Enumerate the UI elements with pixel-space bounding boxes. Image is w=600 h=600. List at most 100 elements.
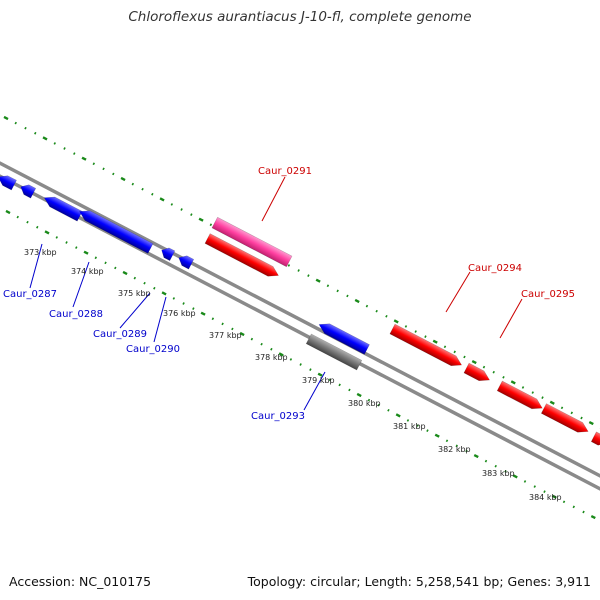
gene-label-reverse: Caur_0288 [49, 309, 103, 320]
position-label: 381 kbp [393, 422, 426, 431]
leader-line [72, 261, 90, 308]
inner-ring-tick [221, 322, 224, 326]
outer-ring-tick [120, 176, 126, 182]
gene-label-forward: Caur_0294 [468, 263, 522, 274]
inner-ring-tick [504, 469, 507, 473]
outer-ring-tick [141, 187, 144, 191]
outer-ring-tick [170, 203, 174, 206]
inner-ring-tick [406, 419, 410, 422]
inner-ring-tick [512, 474, 518, 479]
outer-ring-tick [209, 223, 213, 227]
outer-ring-tick [588, 420, 594, 426]
outer-ring-tick [198, 217, 204, 222]
gene-label-reverse: Caur_0290 [126, 344, 180, 355]
gene-arrow-reverse [43, 196, 83, 222]
label-leader-lines [29, 176, 523, 411]
outer-ring-tick [541, 396, 544, 399]
leader-line [261, 176, 286, 222]
outer-ring-tick [34, 131, 37, 135]
inner-ring-tick [367, 398, 371, 402]
outer-ring-tick [393, 319, 399, 324]
outer-ring-tick [73, 152, 76, 155]
position-label: 378 kbp [255, 353, 288, 362]
outer-ring-tick [510, 380, 516, 385]
inner-ring-tick [395, 413, 401, 418]
inner-ring-tick [551, 494, 557, 499]
feature-labels: 373 kbp 374 kbp 375 kbp 376 kbp 377 kbp 378 k… [3, 166, 575, 502]
gene-arrow-reverse [0, 175, 17, 191]
position-label: 373 kbp [24, 248, 57, 257]
inner-ring-tick [172, 297, 176, 300]
inner-ring-tick [445, 439, 449, 443]
inner-ring-tick [260, 342, 263, 346]
inner-ring-tick [143, 281, 146, 285]
inner-ring-tick [473, 453, 479, 459]
outer-ring-tick [443, 345, 447, 349]
outer-ring-tick [326, 284, 330, 288]
inner-ring-tick [65, 241, 68, 244]
inner-ring-tick [572, 505, 575, 509]
leader-line [499, 298, 523, 339]
outer-ring-tick [375, 309, 378, 313]
outer-ring-tick [531, 391, 534, 394]
inner-ring-tick [377, 403, 380, 407]
inner-ring-tick [44, 230, 50, 235]
outer-ring-tick [432, 339, 438, 344]
inner-ring-tick [270, 347, 273, 351]
inner-ring-tick [328, 378, 332, 382]
inner-ring-tick [122, 270, 128, 276]
outer-ring-tick [453, 350, 456, 354]
outer-ring-tick [463, 355, 466, 359]
position-label: 375 kbp [118, 289, 151, 298]
position-label: 383 kbp [482, 469, 515, 478]
inner-ring-tick [299, 363, 302, 366]
inner-ring-tick [416, 424, 419, 427]
genome-backbone [0, 161, 600, 491]
outer-ring-tick [580, 416, 583, 420]
inner-ring-tick [309, 368, 312, 371]
outer-ring-tick [482, 365, 486, 369]
inner-ring-tick [192, 307, 195, 310]
outer-ring-tick [570, 411, 573, 415]
gene-arrow-reverse [20, 184, 37, 199]
inner-ring-tick [278, 352, 284, 357]
outer-ring-tick [42, 136, 48, 141]
inner-ring-tick [494, 464, 497, 468]
inner-ring-tick [562, 500, 566, 504]
gene-label-forward: Caur_0291 [258, 166, 312, 177]
accession-text: Accession: NC_010175 [9, 574, 152, 589]
inner-ring-tick [484, 459, 488, 463]
inner-ring-tick [55, 236, 58, 239]
inner-ring-tick [83, 250, 89, 255]
gene-label-forward: Caur_0295 [521, 289, 575, 300]
outer-ring-tick [346, 294, 349, 298]
inner-ring-tick [231, 327, 234, 331]
outer-ring-tick [159, 197, 165, 202]
position-label: 379 kbp [302, 376, 335, 385]
outer-ring-tick [180, 208, 183, 211]
inner-ring-tick [523, 480, 527, 483]
backbone-line-outer [0, 161, 600, 478]
outer-ring-tick [424, 335, 427, 338]
leader-line [153, 296, 167, 343]
outer-ring-tick [365, 304, 369, 308]
inner-ring-tick [75, 246, 78, 249]
inner-ring-tick [161, 291, 167, 296]
outer-ring-tick [502, 375, 505, 379]
outer-ring-tick [297, 269, 300, 272]
gene-arrow-reverse [318, 323, 370, 355]
gene-arrow-reverse [161, 247, 176, 261]
inner-ring-tick [543, 490, 546, 493]
inner-ring-tick [338, 383, 341, 387]
outer-ring-tick [190, 213, 193, 216]
gene-arrow-forward [204, 233, 279, 277]
outer-ring-tick [92, 162, 96, 166]
gene-features [0, 175, 600, 446]
outer-ring-tick [14, 121, 17, 125]
outer-ring-tick [307, 274, 310, 277]
outer-ring-tick [315, 278, 321, 283]
position-label: 384 kbp [529, 493, 562, 502]
inner-ring-tick [114, 266, 117, 270]
inner-ring-tick [133, 276, 137, 280]
